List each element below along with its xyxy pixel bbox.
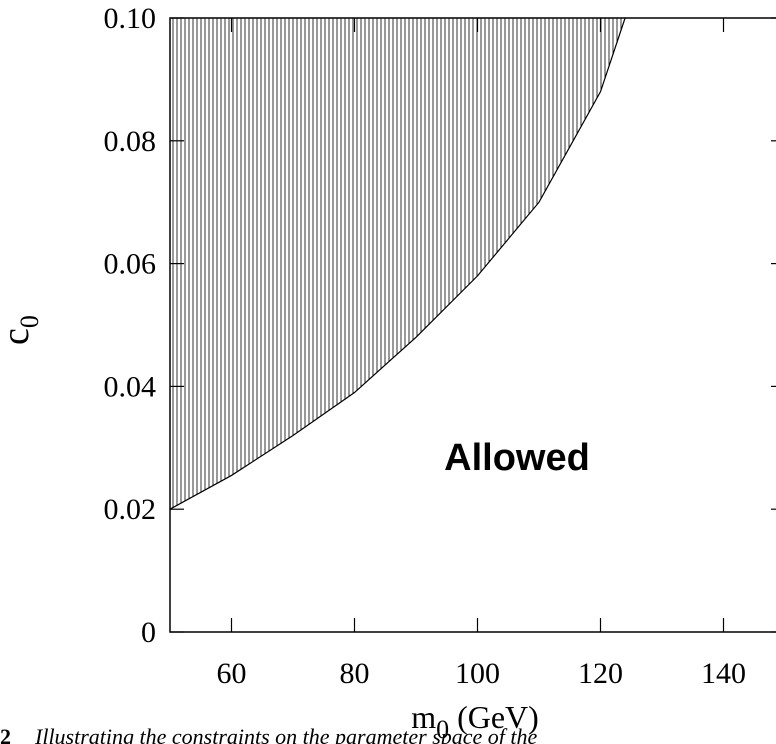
y-tick-label: 0.04 [104,370,157,403]
y-tick-label: 0.08 [104,125,157,158]
y-tick-label: 0.02 [104,493,157,526]
y-tick-label: 0 [141,616,156,649]
x-tick-label: 100 [455,657,500,690]
y-tick-label: 0.06 [104,248,157,281]
y-tick-label: 0.10 [104,2,157,35]
x-tick-label: 80 [340,657,370,690]
y-axis-label: c0 [0,315,44,345]
annotation: Allowed [444,437,590,479]
x-tick-label: 140 [701,657,746,690]
excluded-region [170,18,626,510]
x-tick-label: 120 [578,657,623,690]
boundary-curve [169,17,626,510]
x-axis-label: m0 (GeV) [411,699,539,744]
caption: 2 Illustrating the constraints on the par… [0,724,538,744]
x-tick-label: 60 [217,657,247,690]
